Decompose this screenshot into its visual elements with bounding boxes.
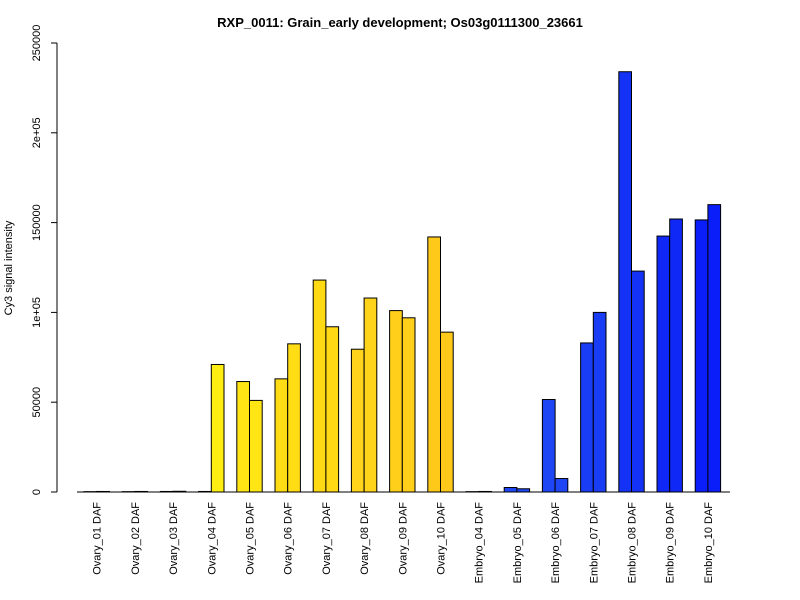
bar [618, 71, 632, 493]
x-tick-label: Embryo_08 DAF [627, 502, 639, 584]
y-tick-label: 150000 [31, 204, 43, 241]
bar [440, 331, 454, 493]
bar [631, 270, 645, 493]
bar [580, 342, 594, 493]
y-axis-label: Cy3 signal intensity [3, 220, 15, 315]
x-tick-label: Embryo_05 DAF [512, 502, 524, 584]
x-tick-label: Ovary_04 DAF [206, 502, 218, 575]
x-tick-label: Ovary_07 DAF [321, 502, 333, 575]
y-tick-label: 250000 [31, 25, 43, 62]
bar [541, 399, 556, 493]
y-tick-label: 50000 [31, 387, 43, 418]
x-tick-label: Ovary_09 DAF [397, 502, 409, 575]
x-tick-label: Ovary_06 DAF [283, 502, 295, 575]
bar [249, 399, 263, 493]
bar [592, 311, 607, 493]
y-axis: 0 50000 1e+05 150000 2e+05 250000 [31, 25, 58, 495]
bar [389, 310, 403, 493]
x-tick-label: Embryo_04 DAF [474, 502, 486, 584]
bar [707, 204, 722, 493]
x-tick-label: Ovary_05 DAF [245, 502, 257, 575]
bar [236, 381, 251, 493]
chart-title: RXP_0011: Grain_early development; Os03g… [217, 15, 583, 30]
x-tick-label: Ovary_02 DAF [130, 502, 142, 575]
bar [694, 219, 709, 493]
y-tick-label: 0 [31, 489, 43, 495]
y-tick-label: 2e+05 [31, 117, 43, 148]
bar [210, 363, 225, 493]
y-tick-label: 1e+05 [31, 297, 43, 328]
bar [656, 235, 671, 493]
x-axis-labels: Ovary_01 DAF Ovary_02 DAF Ovary_03 DAF Ovar… [92, 502, 715, 584]
bars-group [83, 71, 722, 493]
x-tick-label: Ovary_10 DAF [436, 502, 448, 575]
x-tick-label: Embryo_10 DAF [703, 502, 715, 584]
bar [554, 478, 569, 493]
x-tick-label: Ovary_01 DAF [92, 502, 104, 575]
bar [312, 279, 327, 493]
bar [350, 348, 365, 493]
bar [325, 326, 340, 493]
bar [503, 487, 518, 493]
x-tick-label: Ovary_03 DAF [168, 502, 180, 575]
bar [669, 218, 683, 493]
bar [363, 297, 378, 493]
x-tick-label: Embryo_07 DAF [588, 502, 600, 584]
bar [274, 378, 289, 493]
bar [287, 343, 301, 493]
bar [401, 317, 416, 493]
x-tick-label: Ovary_08 DAF [359, 502, 371, 575]
x-tick-label: Embryo_06 DAF [550, 502, 562, 584]
bar [427, 236, 441, 493]
x-tick-label: Embryo_09 DAF [665, 502, 677, 584]
